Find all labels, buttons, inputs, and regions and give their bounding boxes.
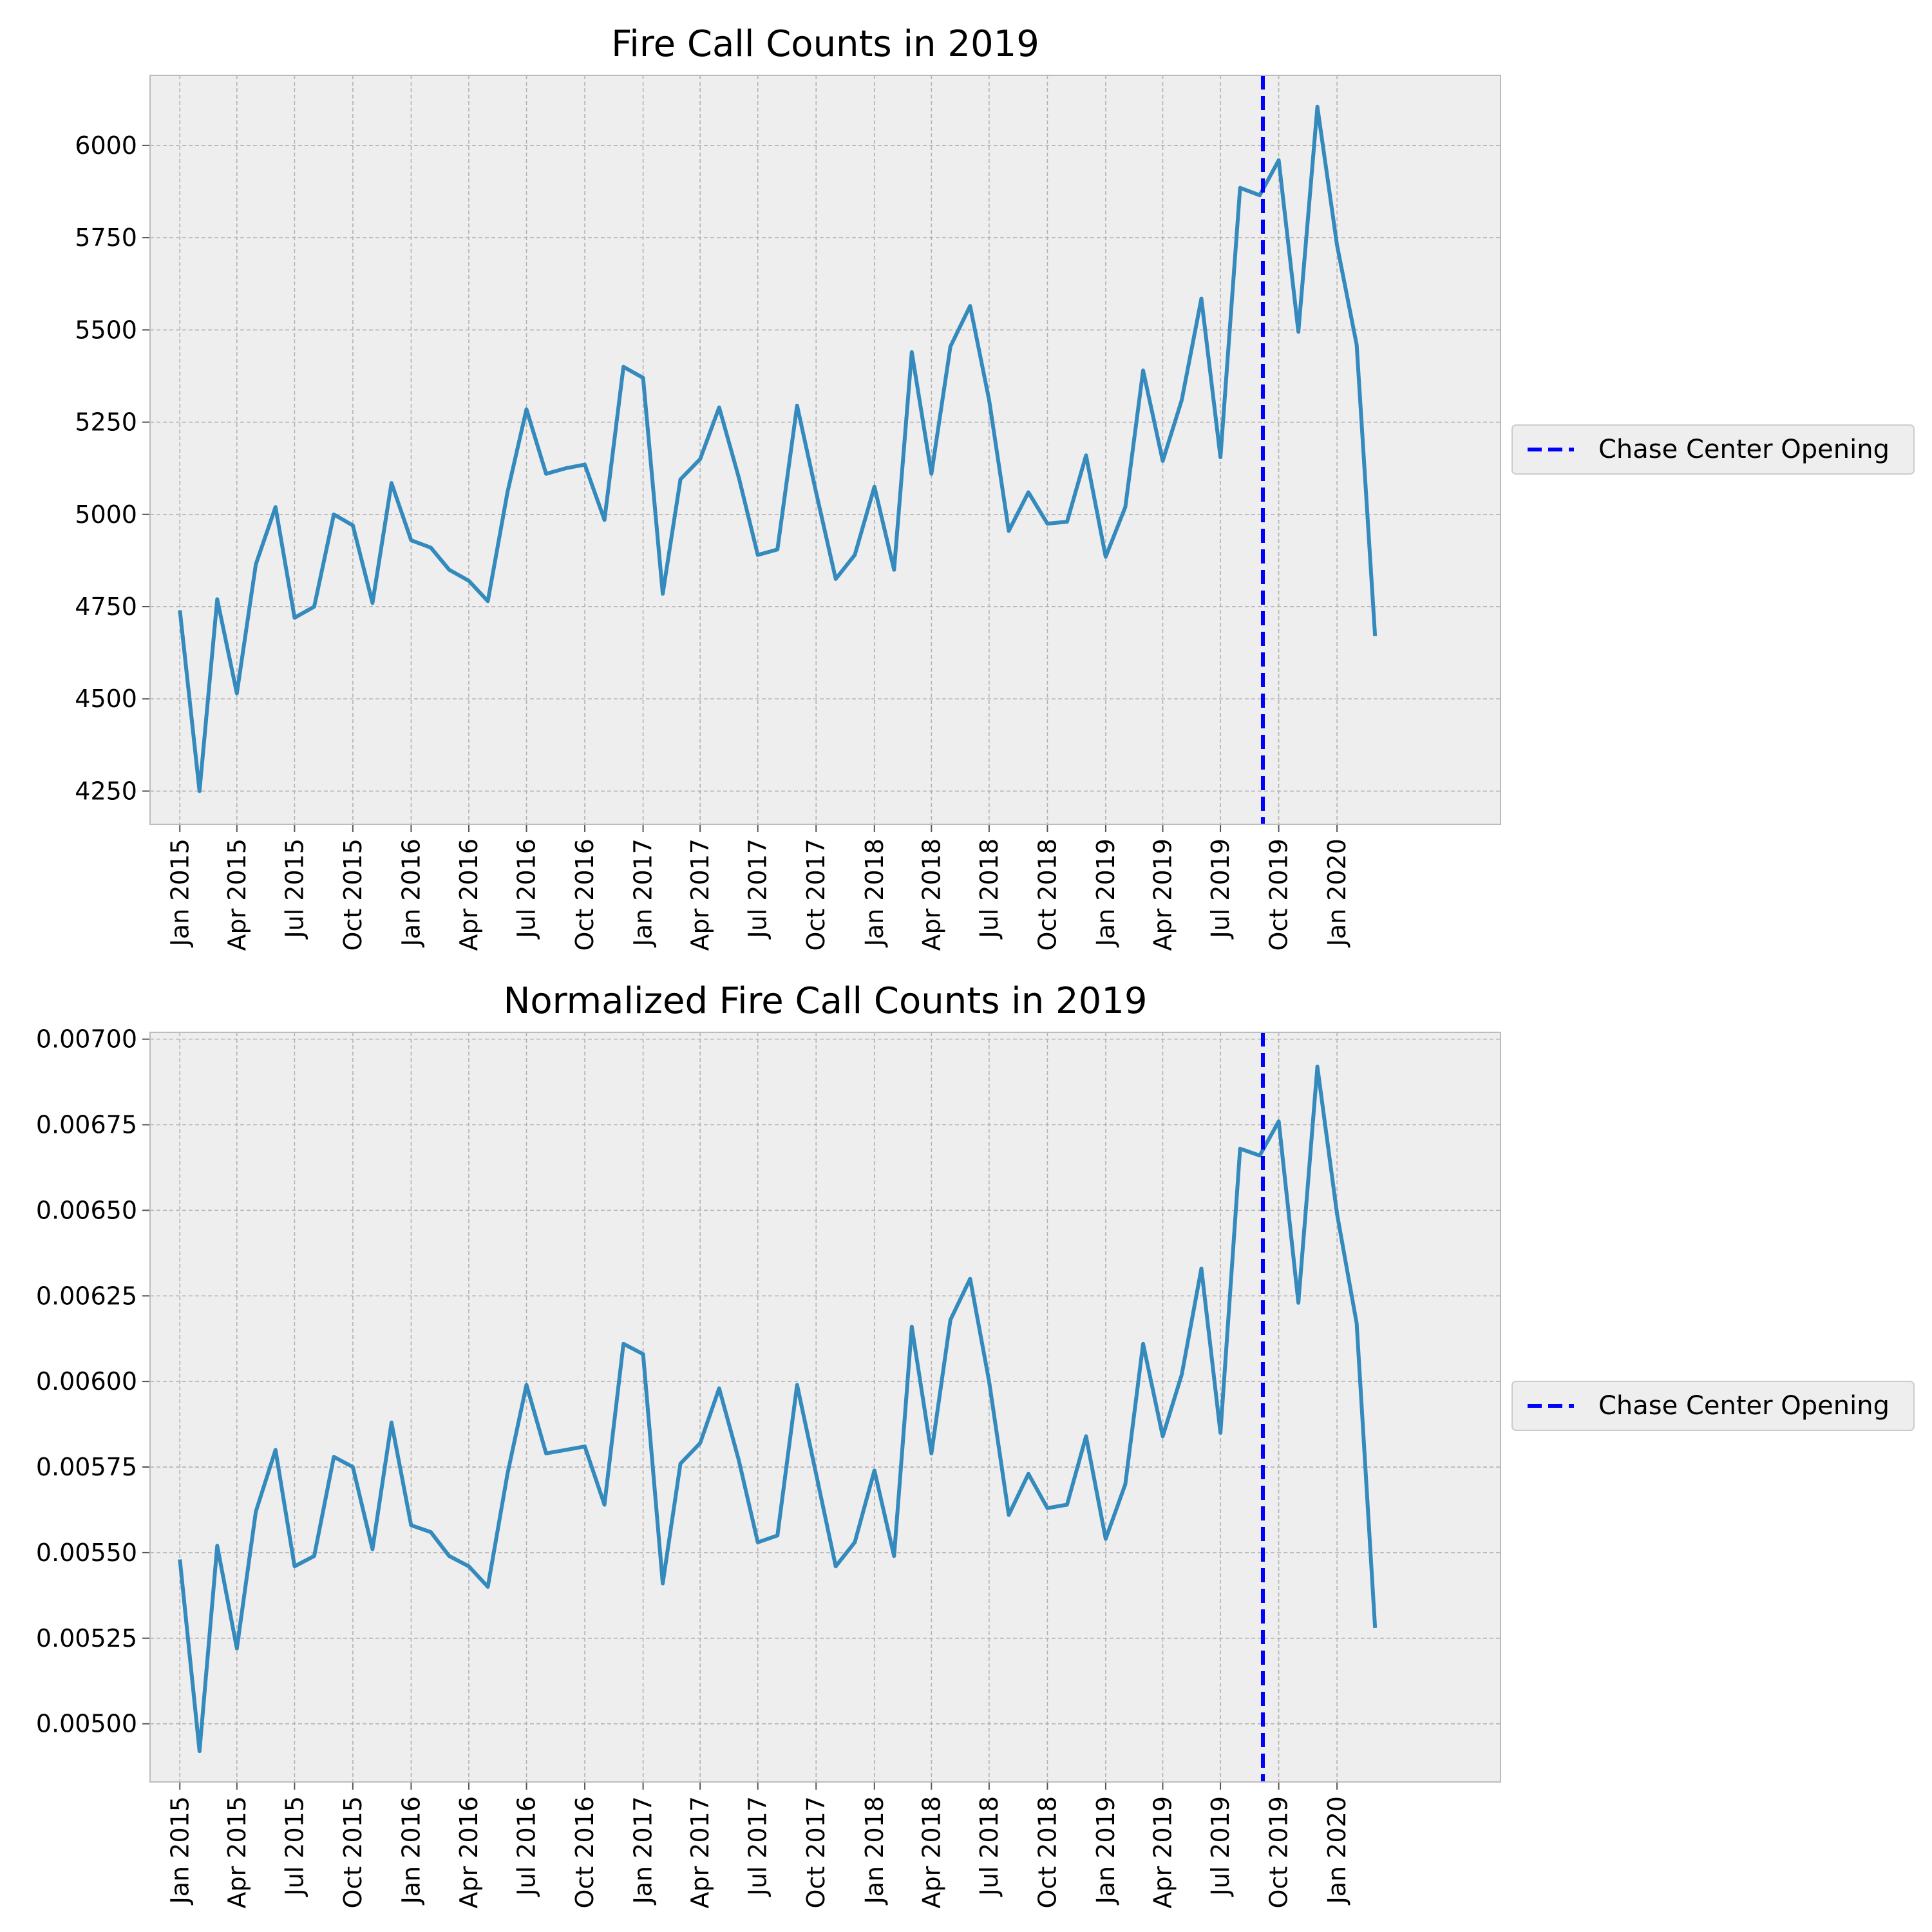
x-tick-label: Oct 2018 [1033,1796,1061,1909]
legend-label: Chase Center Opening [1598,435,1889,464]
chart-title: Normalized Fire Call Counts in 2019 [503,980,1147,1022]
y-tick-label: 6000 [75,131,137,160]
x-tick-label: Apr 2018 [917,1796,945,1909]
x-tick-label: Apr 2016 [455,1796,483,1909]
x-tick-label: Jan 2015 [166,1796,194,1905]
x-tick-label: Oct 2018 [1033,838,1061,951]
legend-box [1511,424,1915,475]
x-tick-label: Jan 2020 [1323,1796,1351,1905]
x-tick-label: Jan 2018 [860,838,889,947]
x-tick-label: Jul 2015 [280,838,308,940]
x-tick-label: Apr 2018 [917,838,945,951]
y-tick-label: 4250 [75,777,137,805]
y-tick-label: 5500 [75,316,137,344]
x-tick-label: Jan 2017 [629,838,658,947]
y-tick-label: 4750 [75,592,137,621]
grid [150,75,1501,824]
plot-frame [149,75,1501,825]
plot-frame [149,1032,1501,1783]
y-tick-label: 5750 [75,223,137,252]
x-tick-label: Oct 2019 [1265,1796,1293,1909]
x-tick-label: Apr 2019 [1149,838,1177,951]
y-tick-label: 4500 [75,685,137,713]
plot-area [150,1032,1501,1782]
y-axis-ticks: 4250 4500 4750 5000 5250 5500 5750 6000 [75,131,150,805]
series-line [178,1065,1378,1754]
x-tick-label: Jan 2019 [1092,838,1120,947]
x-tick-label: Jan 2018 [860,1796,889,1905]
y-tick-label: 5250 [75,408,137,437]
x-tick-label: Apr 2015 [223,1796,251,1909]
x-tick-label: Jul 2016 [513,1796,541,1897]
series-line [178,104,1378,793]
x-axis-ticks: Jan 2015 Apr 2015 Jul 2015 Oct 2015 Jan 2016… [166,824,1351,951]
x-tick-label: Jan 2016 [397,1796,425,1905]
y-tick-label: 0.00675 [36,1111,137,1139]
y-tick-label: 0.00600 [36,1367,137,1396]
x-axis-ticks: Jan 2015 Apr 2015 Jul 2015 Oct 2015 Jan 2016… [166,1782,1351,1909]
x-tick-label: Jul 2018 [975,1796,1003,1897]
x-tick-label: Oct 2019 [1265,838,1293,951]
x-tick-label: Apr 2016 [455,838,483,951]
y-tick-label: 0.00500 [36,1710,137,1738]
y-tick-label: 0.00575 [36,1453,137,1481]
x-tick-label: Oct 2016 [571,1796,599,1909]
x-tick-label: Jul 2017 [744,1796,772,1897]
x-tick-label: Jul 2016 [513,838,541,940]
legend-label: Chase Center Opening [1598,1391,1889,1421]
x-tick-label: Jul 2019 [1206,838,1235,940]
x-tick-label: Jan 2020 [1323,838,1351,947]
x-tick-label: Jan 2016 [397,838,425,947]
x-tick-label: Apr 2017 [686,838,714,951]
y-tick-label: 5000 [75,500,137,529]
y-tick-label: 0.00650 [36,1196,137,1224]
y-tick-label: 0.00525 [36,1624,137,1653]
x-tick-label: Jul 2019 [1206,1796,1235,1897]
x-tick-label: Oct 2015 [339,838,367,951]
chart-title: Fire Call Counts in 2019 [611,23,1039,65]
legend-box [1511,1381,1915,1431]
x-tick-label: Apr 2019 [1149,1796,1177,1909]
x-tick-label: Apr 2017 [686,1796,714,1909]
y-tick-label: 0.00700 [36,1025,137,1054]
x-tick-label: Jan 2019 [1092,1796,1120,1905]
legend: Chase Center Opening [1511,1381,1915,1431]
x-tick-label: Oct 2017 [802,838,830,951]
x-tick-label: Jan 2017 [629,1796,658,1905]
x-tick-label: Jul 2018 [975,838,1003,940]
chart-panel-normalized-fire-call-counts: Normalized Fire Call Counts in 2019 Jan … [36,980,1915,1909]
y-tick-label: 0.00625 [36,1282,137,1310]
x-tick-label: Jul 2015 [280,1796,308,1897]
x-tick-label: Jul 2017 [744,838,772,940]
y-axis-ticks: 0.00500 0.00525 0.00550 0.00575 0.00600 0.006… [36,1025,150,1738]
x-tick-label: Jan 2015 [166,838,194,947]
x-tick-label: Oct 2015 [339,1796,367,1909]
x-tick-label: Oct 2016 [571,838,599,951]
chart-panel-fire-call-counts: Fire Call Counts in 2019 Jan 2015 Apr 201… [75,23,1915,951]
y-tick-label: 0.00550 [36,1539,137,1567]
x-tick-label: Apr 2015 [223,838,251,951]
legend: Chase Center Opening [1511,424,1915,475]
plot-area [150,75,1501,824]
x-tick-label: Oct 2017 [802,1796,830,1909]
